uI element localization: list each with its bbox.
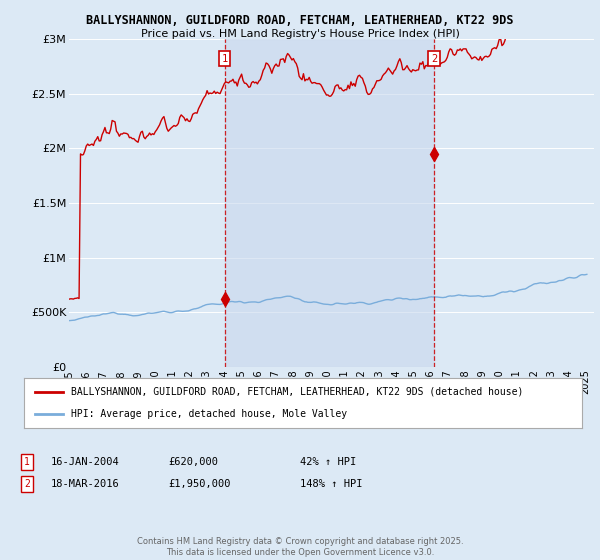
Text: 148% ↑ HPI: 148% ↑ HPI bbox=[300, 479, 362, 489]
Text: 16-JAN-2004: 16-JAN-2004 bbox=[51, 457, 120, 467]
Text: £620,000: £620,000 bbox=[168, 457, 218, 467]
Text: £1,950,000: £1,950,000 bbox=[168, 479, 230, 489]
Text: Contains HM Land Registry data © Crown copyright and database right 2025.: Contains HM Land Registry data © Crown c… bbox=[137, 537, 463, 546]
Text: 18-MAR-2016: 18-MAR-2016 bbox=[51, 479, 120, 489]
Text: This data is licensed under the Open Government Licence v3.0.: This data is licensed under the Open Gov… bbox=[166, 548, 434, 557]
Text: 42% ↑ HPI: 42% ↑ HPI bbox=[300, 457, 356, 467]
Bar bbox=[224, 39, 434, 367]
Text: Price paid vs. HM Land Registry's House Price Index (HPI): Price paid vs. HM Land Registry's House … bbox=[140, 29, 460, 39]
Text: BALLYSHANNON, GUILDFORD ROAD, FETCHAM, LEATHERHEAD, KT22 9DS: BALLYSHANNON, GUILDFORD ROAD, FETCHAM, L… bbox=[86, 14, 514, 27]
Text: 1: 1 bbox=[221, 54, 228, 64]
Text: 2: 2 bbox=[24, 479, 30, 489]
Text: 2: 2 bbox=[431, 54, 437, 64]
Text: BALLYSHANNON, GUILDFORD ROAD, FETCHAM, LEATHERHEAD, KT22 9DS (detached house): BALLYSHANNON, GUILDFORD ROAD, FETCHAM, L… bbox=[71, 386, 524, 396]
Text: 1: 1 bbox=[24, 457, 30, 467]
Text: HPI: Average price, detached house, Mole Valley: HPI: Average price, detached house, Mole… bbox=[71, 409, 347, 419]
